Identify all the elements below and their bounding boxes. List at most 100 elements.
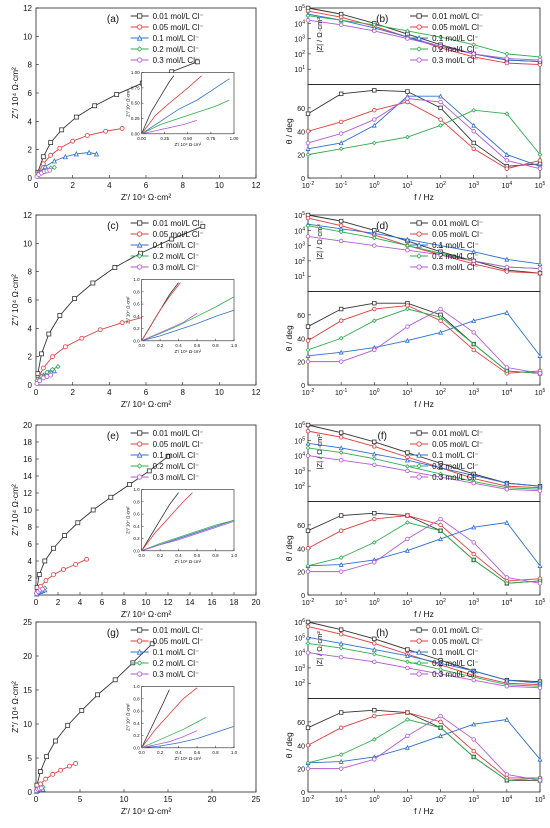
inset-series-line	[141, 492, 179, 552]
data-point	[338, 725, 344, 730]
y-tick-label: 6	[28, 89, 33, 98]
data-point	[438, 719, 443, 725]
inset-series-line	[141, 282, 181, 342]
magnitude-series-line	[307, 223, 541, 265]
y-axis-label: Z″/ 10⁴ Ω·cm²	[10, 681, 20, 733]
y-tick-label: 12	[23, 211, 32, 220]
inset-y-tick-label: 0.0	[133, 745, 140, 750]
inset-x-tick-label: 0.75	[207, 136, 216, 141]
inset-x-axis-label: Z′/ 10⁴ Ω·cm²	[174, 756, 201, 761]
x-tick-label: 0	[34, 598, 39, 607]
data-point	[438, 314, 443, 320]
inset-x-tick-label: 0.6	[194, 750, 201, 755]
panel-label: (b)	[376, 14, 388, 25]
phase-series-line	[307, 101, 541, 170]
phase-tick-label: 60	[297, 523, 305, 530]
data-point	[504, 480, 510, 486]
legend-label: 0.05 mol/L Cl⁻	[153, 23, 204, 32]
phase-tick-label: 0	[301, 176, 305, 183]
data-point	[338, 140, 344, 146]
data-point	[97, 327, 103, 333]
data-point	[438, 252, 443, 257]
data-point	[136, 648, 143, 655]
data-point	[86, 149, 92, 155]
y-axis-label: Z″/ 10⁴ Ω·cm²	[10, 484, 20, 536]
x-axis-label: f / Hz	[414, 806, 434, 816]
panel-label: (e)	[107, 431, 119, 442]
legend-label: 0.2 mol/L Cl⁻	[153, 462, 200, 471]
data-point	[537, 563, 543, 568]
data-point	[438, 660, 444, 666]
data-point	[137, 57, 143, 63]
data-point	[504, 309, 510, 315]
x-tick-label: 10	[142, 598, 151, 607]
data-point	[338, 528, 344, 533]
data-point	[416, 253, 422, 259]
x-tick-label: 20	[252, 598, 261, 607]
x-tick-label: 100	[369, 795, 380, 804]
legend-label: 0.1 mol/L Cl⁻	[432, 34, 479, 43]
y-tick-label: 5	[28, 754, 33, 763]
data-point	[305, 111, 311, 116]
data-point	[305, 766, 311, 771]
data-point	[405, 243, 410, 248]
x-tick-label: 0	[34, 795, 39, 804]
data-point	[338, 654, 344, 660]
data-point	[416, 660, 422, 666]
nyquist-plot-e: 0 2 4 6 8 10 12 14 16 18 20 2 4 6 8 10 12 14 16 18 20 Z′/ 10⁴…	[10, 421, 261, 619]
magnitude-axis-label: |Z| / Ω·cm²	[315, 631, 324, 667]
data-point	[471, 540, 476, 545]
data-point	[537, 353, 543, 358]
x-tick-label: 10	[215, 181, 224, 190]
data-point	[504, 151, 510, 157]
data-point	[471, 677, 476, 683]
data-point	[338, 513, 344, 518]
inset-x-tick-label: 0.8	[212, 343, 219, 348]
data-point	[136, 241, 143, 248]
data-point	[35, 371, 41, 377]
y-tick-label: 106	[294, 618, 305, 627]
data-point	[50, 771, 56, 777]
data-point	[305, 338, 311, 343]
y-tick-label: 16	[23, 455, 32, 464]
inset-x-axis-label: Z′/ 10⁴ Ω·cm²	[174, 349, 201, 354]
data-point	[136, 253, 143, 259]
inset-frame	[141, 686, 235, 749]
data-point	[305, 234, 311, 239]
x-tick-label: 10-1	[335, 388, 347, 397]
data-point	[438, 733, 444, 739]
phase-series-line	[307, 719, 541, 781]
data-point	[416, 34, 422, 41]
data-point	[504, 166, 510, 171]
x-tick-label: 10-1	[335, 795, 347, 804]
y-tick-label: 0	[28, 381, 33, 390]
inset-y-tick-label: 0.6	[133, 512, 140, 517]
data-point	[46, 331, 52, 337]
magnitude-series-line	[307, 19, 541, 61]
x-tick-label: 101	[402, 181, 413, 190]
nyquist-plot-g: 0 5 10 15 20 25 0 5 10 15 20 25 Z′/ 10⁴ Ω·cm² Z″/ 10⁴…	[10, 618, 261, 816]
x-tick-label: 5	[78, 795, 83, 804]
data-point	[404, 652, 410, 658]
legend-label: 0.1 mol/L Cl⁻	[153, 241, 200, 250]
data-point	[338, 561, 344, 567]
x-tick-label: 16	[208, 598, 217, 607]
legend-label: 0.01 mol/L Cl⁻	[153, 12, 204, 21]
data-point	[70, 138, 76, 144]
legend-label: 0.05 mol/L Cl⁻	[432, 230, 483, 239]
data-point	[416, 441, 422, 447]
data-point	[438, 474, 443, 480]
phase-axis-label: θ / deg	[284, 118, 294, 144]
data-point	[136, 660, 143, 666]
data-point	[73, 114, 79, 120]
data-point	[405, 324, 410, 329]
magnitude-series-line	[307, 214, 541, 274]
legend-label: 0.3 mol/L Cl⁻	[432, 670, 479, 679]
data-point	[372, 88, 377, 93]
y-tick-label: 103	[294, 35, 305, 44]
x-tick-label: 105	[535, 388, 546, 397]
data-point	[338, 445, 344, 451]
x-tick-label: 10	[215, 388, 224, 397]
data-point	[61, 567, 66, 572]
magnitude-series-line	[307, 442, 541, 487]
